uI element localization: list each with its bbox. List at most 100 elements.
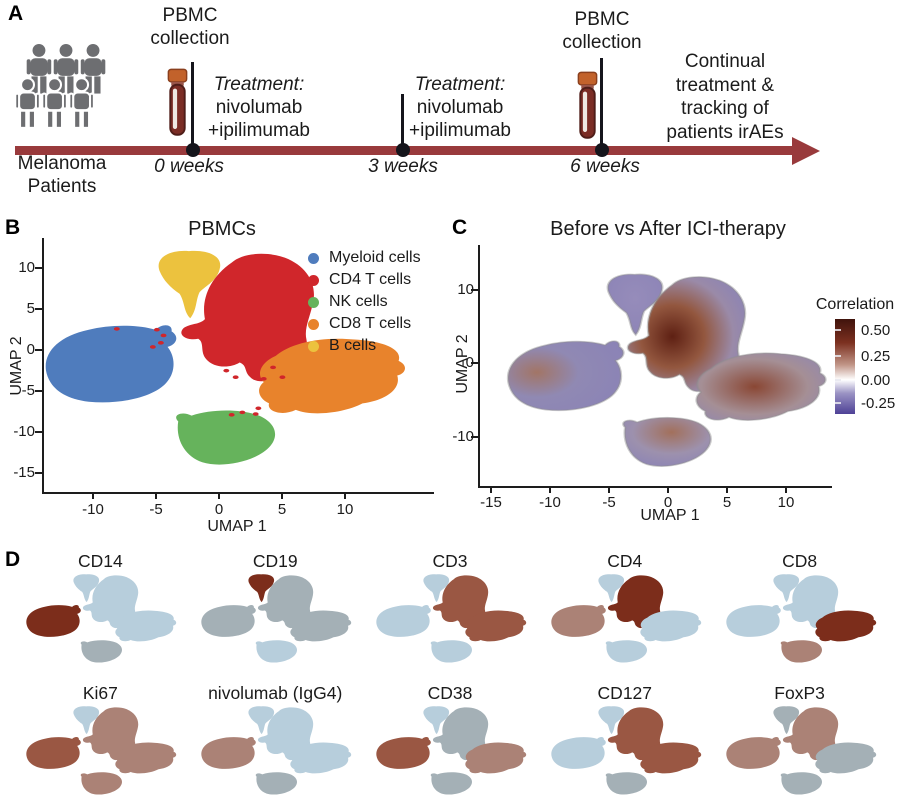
x-tick-label: -10 [539, 494, 561, 511]
y-tick-mark [35, 431, 42, 433]
timeline-dot-3-weeks [396, 143, 410, 157]
umap-mini-cd3 [376, 574, 527, 663]
correlation-colorbar [835, 319, 855, 414]
y-tick-mark [35, 349, 42, 351]
melanoma-patients-icon [14, 43, 106, 129]
y-tick-label: -10 [13, 423, 35, 440]
x-tick-label: -10 [82, 501, 104, 518]
umap-mini-foxp3 [725, 706, 876, 795]
umap-mini-nivolumab [201, 706, 352, 795]
patients-caption-line2: Patients [27, 176, 97, 197]
marker-cell: nivolumab (IgG4) [191, 683, 360, 799]
legend-item: Myeloid cells [308, 247, 421, 269]
pbmc-line1: PBMC [162, 5, 218, 26]
pbmc-line2: collection [150, 28, 230, 49]
x-tick-label: -15 [480, 494, 502, 511]
timeline-dot-0-weeks [186, 143, 200, 157]
continual-treatment-text: Continual treatment & tracking of patien… [666, 50, 783, 144]
x-tick-label: 10 [777, 494, 795, 511]
umap-b-scatter [45, 250, 405, 465]
panel-c-label: C [452, 216, 468, 239]
x-tick-mark [608, 486, 610, 493]
marker-title: CD4 [607, 551, 643, 571]
marker-cell: CD3 [366, 551, 535, 667]
marker-title: CD127 [597, 683, 653, 703]
timepoint-6-weeks: 6 weeks [570, 156, 640, 177]
marker-cell: CD38 [366, 683, 535, 799]
treatment-label: Treatment: [414, 74, 506, 95]
x-tick-label: 0 [214, 501, 224, 518]
x-tick-label: 5 [722, 494, 732, 511]
x-tick-mark [490, 486, 492, 493]
umap-mini-cd38 [376, 706, 527, 795]
treatment-drug1: nivolumab [215, 97, 303, 118]
marker-cell: CD19 [191, 551, 360, 667]
continual-line2: treatment & [675, 74, 775, 96]
marker-title: CD19 [252, 551, 298, 571]
legend-dot-cd4-icon [308, 274, 319, 286]
marker-cell: CD8 [715, 551, 884, 667]
umap-mini-ki67 [26, 706, 177, 795]
umap-mini-cd19 [201, 574, 352, 663]
event-line-3-weeks [401, 94, 404, 150]
x-tick-mark [726, 486, 728, 493]
x-tick-mark [218, 492, 220, 499]
y-tick-label: -10 [452, 428, 474, 445]
event-line-0-weeks [191, 62, 194, 150]
colorbar-title: Correlation [815, 296, 895, 313]
umap-c-ylabel: UMAP 2 [454, 334, 471, 394]
umap-c-xlabel: UMAP 1 [640, 507, 700, 524]
panel-d-label: D [5, 548, 21, 571]
y-tick-label: -15 [13, 464, 35, 481]
legend-label: NK cells [329, 293, 388, 310]
umap-b-plot-area [42, 238, 434, 494]
colorbar-tick-mark [835, 402, 841, 404]
panel-c-title: Before vs After ICI-therapy [550, 218, 786, 240]
timeline-dot-6-weeks [595, 143, 609, 157]
continual-line3: tracking of [681, 98, 769, 119]
x-tick-mark [549, 486, 551, 493]
continual-line1: Continual [684, 51, 766, 72]
treatment-text-0-weeks: Treatment: nivolumab +ipilimumab [208, 73, 310, 142]
event-line-6-weeks [600, 58, 603, 150]
marker-umap-grid: CD14 CD19 CD3 CD4 CD8 Ki67 nivolumab (Ig… [16, 551, 884, 799]
y-tick-mark [35, 472, 42, 474]
umap-mini-cd14 [26, 574, 177, 663]
umap-mini-cd8 [725, 574, 876, 663]
y-tick-mark [471, 289, 478, 291]
blood-tube-icon [577, 71, 598, 139]
colorbar-tick-mark [835, 379, 841, 381]
legend-label: Myeloid cells [329, 249, 421, 266]
cell-type-legend: Myeloid cells CD4 T cells NK cells CD8 T… [308, 247, 421, 357]
marker-title: CD8 [782, 551, 818, 571]
colorbar-tick-label: 0.00 [861, 372, 891, 389]
timepoint-0-weeks: 0 weeks [154, 156, 224, 177]
legend-dot-bcell-icon [308, 340, 319, 352]
legend-dot-nk-icon [308, 296, 319, 308]
timeline-arrowhead-icon [792, 137, 820, 165]
legend-dot-cd8-icon [308, 318, 319, 330]
y-tick-label: 10 [457, 281, 474, 298]
marker-cell: Ki67 [16, 683, 185, 799]
marker-cell: CD4 [540, 551, 709, 667]
marker-title: CD3 [432, 551, 468, 571]
marker-title: FoxP3 [774, 683, 825, 703]
continual-line4: patients irAEs [666, 121, 784, 143]
timepoint-3-weeks: 3 weeks [368, 156, 438, 177]
x-tick-mark [92, 492, 94, 499]
pbmc-collection-label-2: PBMC collection [562, 8, 641, 54]
marker-title: CD38 [427, 683, 473, 703]
treatment-text-3-weeks: Treatment: nivolumab +ipilimumab [409, 73, 511, 142]
umap-mini-cd4 [551, 574, 701, 663]
x-tick-label: 10 [336, 501, 354, 518]
umap-b-ylabel: UMAP 2 [8, 336, 25, 396]
panel-a-label: A [8, 2, 24, 25]
colorbar-tick-mark [835, 329, 841, 331]
y-tick-label: 5 [26, 300, 35, 317]
legend-dot-myeloid-icon [308, 252, 319, 264]
panel-b-title: PBMCs [188, 218, 256, 240]
x-tick-label: -5 [602, 494, 616, 511]
legend-item: CD8 T cells [308, 313, 421, 335]
treatment-drug2: +ipilimumab [409, 120, 511, 141]
legend-label: CD4 T cells [329, 271, 412, 288]
